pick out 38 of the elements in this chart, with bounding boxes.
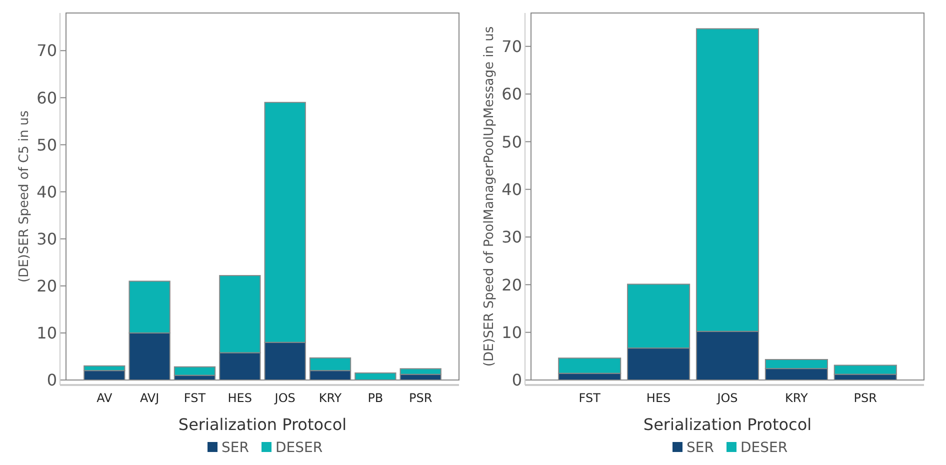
y-tick-label: 60 bbox=[502, 84, 522, 104]
x-tick-label: HES bbox=[646, 391, 671, 405]
legend-label: SER bbox=[222, 440, 250, 456]
x-tick-label: PSR bbox=[854, 391, 877, 405]
x-tick-label: PB bbox=[368, 391, 384, 405]
y-tick-label: 60 bbox=[36, 88, 57, 108]
y-tick-label: 70 bbox=[502, 36, 522, 56]
x-tick-label: JOS bbox=[274, 391, 296, 405]
x-tick-label: KRY bbox=[785, 391, 808, 405]
y-tick-label: 10 bbox=[36, 324, 57, 343]
x-tick-label: FST bbox=[578, 391, 602, 405]
x-tick-label: AVJ bbox=[140, 391, 160, 405]
x-tick-label: AV bbox=[96, 391, 114, 405]
x-tick-label: KRY bbox=[318, 391, 342, 405]
x-tick-label: PSR bbox=[409, 391, 432, 405]
y-tick-label: 40 bbox=[36, 182, 57, 202]
x-tick-label: HES bbox=[228, 391, 252, 405]
y-tick-label: 50 bbox=[36, 135, 57, 154]
x-tick-label: JOS bbox=[716, 391, 738, 405]
y-tick-label: 20 bbox=[36, 276, 57, 296]
y-tick-label: 70 bbox=[36, 41, 57, 60]
y-axis-title: (DE)SER Speed of C5 in us bbox=[17, 110, 32, 283]
y-tick-label: 30 bbox=[36, 229, 57, 248]
y-tick-label: 40 bbox=[502, 180, 522, 199]
y-tick-label: 30 bbox=[502, 228, 522, 247]
y-tick-label: 0 bbox=[512, 370, 522, 390]
x-axis-title: Serialization Protocol bbox=[178, 415, 347, 434]
bar bbox=[174, 366, 216, 376]
x-tick-label: FST bbox=[184, 391, 206, 405]
y-tick-label: 0 bbox=[46, 370, 57, 390]
y-axis-title: (DE)SER Speed of PoolManagerPoolUpMessage in us bbox=[482, 26, 497, 367]
y-tick-label: 20 bbox=[502, 275, 522, 294]
y-tick-label: 50 bbox=[502, 132, 522, 152]
x-axis-title: Serialization Protocol bbox=[643, 415, 812, 434]
y-tick-label: 10 bbox=[502, 322, 522, 342]
legend-label: DESER bbox=[740, 440, 788, 456]
legend-label: SER bbox=[686, 440, 714, 456]
legend-label: DESER bbox=[276, 440, 323, 456]
